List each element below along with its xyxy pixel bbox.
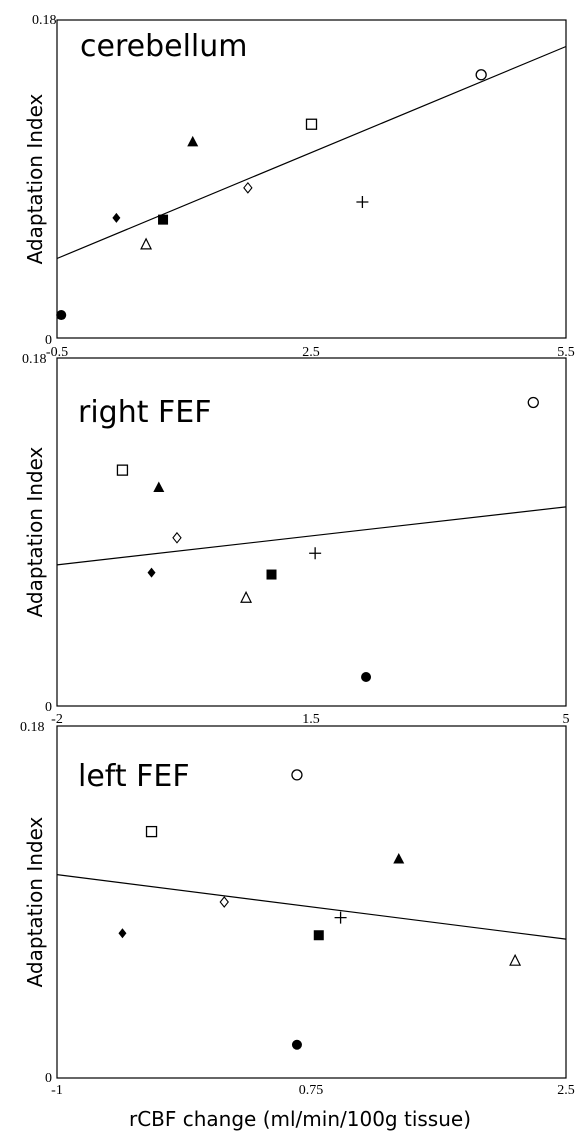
data-point-open-diamond — [219, 896, 229, 908]
panel-title: cerebellum — [80, 29, 248, 64]
data-points — [56, 396, 567, 682]
y-tick-label-bottom: 0 — [45, 333, 52, 348]
regression-line — [56, 45, 567, 260]
data-point-plus — [356, 195, 369, 208]
data-point-plus — [309, 547, 322, 560]
data-point-filled-circle — [361, 672, 372, 682]
panel-cerebellum: cerebellum Adaptation Index 0.18 0 -0.5 … — [23, 13, 575, 360]
y-axis-label: Adaptation Index — [23, 93, 47, 264]
data-points — [56, 769, 567, 1050]
y-tick-label-top: 0.18 — [22, 352, 47, 367]
x-tick-label-left: -0.5 — [46, 345, 68, 360]
regression-line — [56, 506, 567, 566]
data-point-filled-circle — [291, 1039, 302, 1050]
x-axis-label: rCBF change (ml/min/100g tissue) — [129, 1107, 471, 1131]
y-tick-label-bottom: 0 — [45, 700, 52, 715]
panel-title: right FEF — [78, 395, 212, 430]
data-point-filled-square — [313, 930, 324, 941]
data-points — [56, 45, 567, 321]
x-tick-label-left: -2 — [51, 712, 63, 727]
data-point-open-circle — [291, 769, 303, 781]
data-point-open-triangle — [140, 237, 153, 250]
data-point-open-square — [116, 464, 129, 476]
data-point-plus — [334, 911, 347, 924]
y-tick-label-top: 0.18 — [32, 13, 57, 28]
x-tick-label-left: -1 — [51, 1083, 63, 1098]
data-point-open-square — [305, 118, 318, 130]
plot-frame — [56, 19, 567, 339]
data-point-open-diamond — [243, 181, 253, 194]
data-point-open-diamond — [172, 531, 182, 544]
panel-title: left FEF — [78, 759, 190, 794]
data-point-open-circle — [475, 69, 487, 81]
data-point-filled-diamond — [118, 928, 127, 939]
data-point-filled-square — [266, 569, 277, 580]
panel-right-fef: right FEF Adaptation Index 0.18 0 -2 1.5… — [22, 352, 570, 727]
y-tick-label-bottom: 0 — [45, 1071, 52, 1086]
data-point-filled-triangle — [187, 135, 199, 147]
data-point-open-square — [145, 825, 158, 838]
data-point-filled-triangle — [153, 481, 165, 493]
data-point-open-triangle — [240, 590, 253, 603]
data-point-open-triangle — [509, 953, 522, 966]
data-point-filled-triangle — [393, 852, 405, 864]
y-axis-label: Adaptation Index — [23, 446, 47, 617]
x-tick-label-right: 5 — [563, 712, 570, 727]
data-point-filled-square — [158, 214, 169, 225]
plot-frame — [56, 725, 567, 1079]
x-tick-label-mid: 0.75 — [299, 1083, 324, 1098]
x-tick-label-mid: 2.5 — [302, 345, 320, 360]
x-tick-label-right: 2.5 — [557, 1083, 575, 1098]
y-axis-label: Adaptation Index — [23, 816, 47, 987]
panel-left-fef: left FEF Adaptation Index 0.18 0 -1 0.75… — [20, 720, 575, 1098]
x-tick-label-right: 5.5 — [557, 345, 575, 360]
data-point-open-circle — [527, 396, 539, 409]
x-tick-label-mid: 1.5 — [302, 712, 320, 727]
y-tick-label-top: 0.18 — [20, 720, 45, 735]
data-point-filled-diamond — [147, 567, 156, 578]
plot-frame — [56, 357, 567, 707]
regression-line — [56, 874, 567, 940]
data-point-filled-diamond — [112, 212, 121, 223]
data-point-filled-circle — [56, 310, 67, 321]
